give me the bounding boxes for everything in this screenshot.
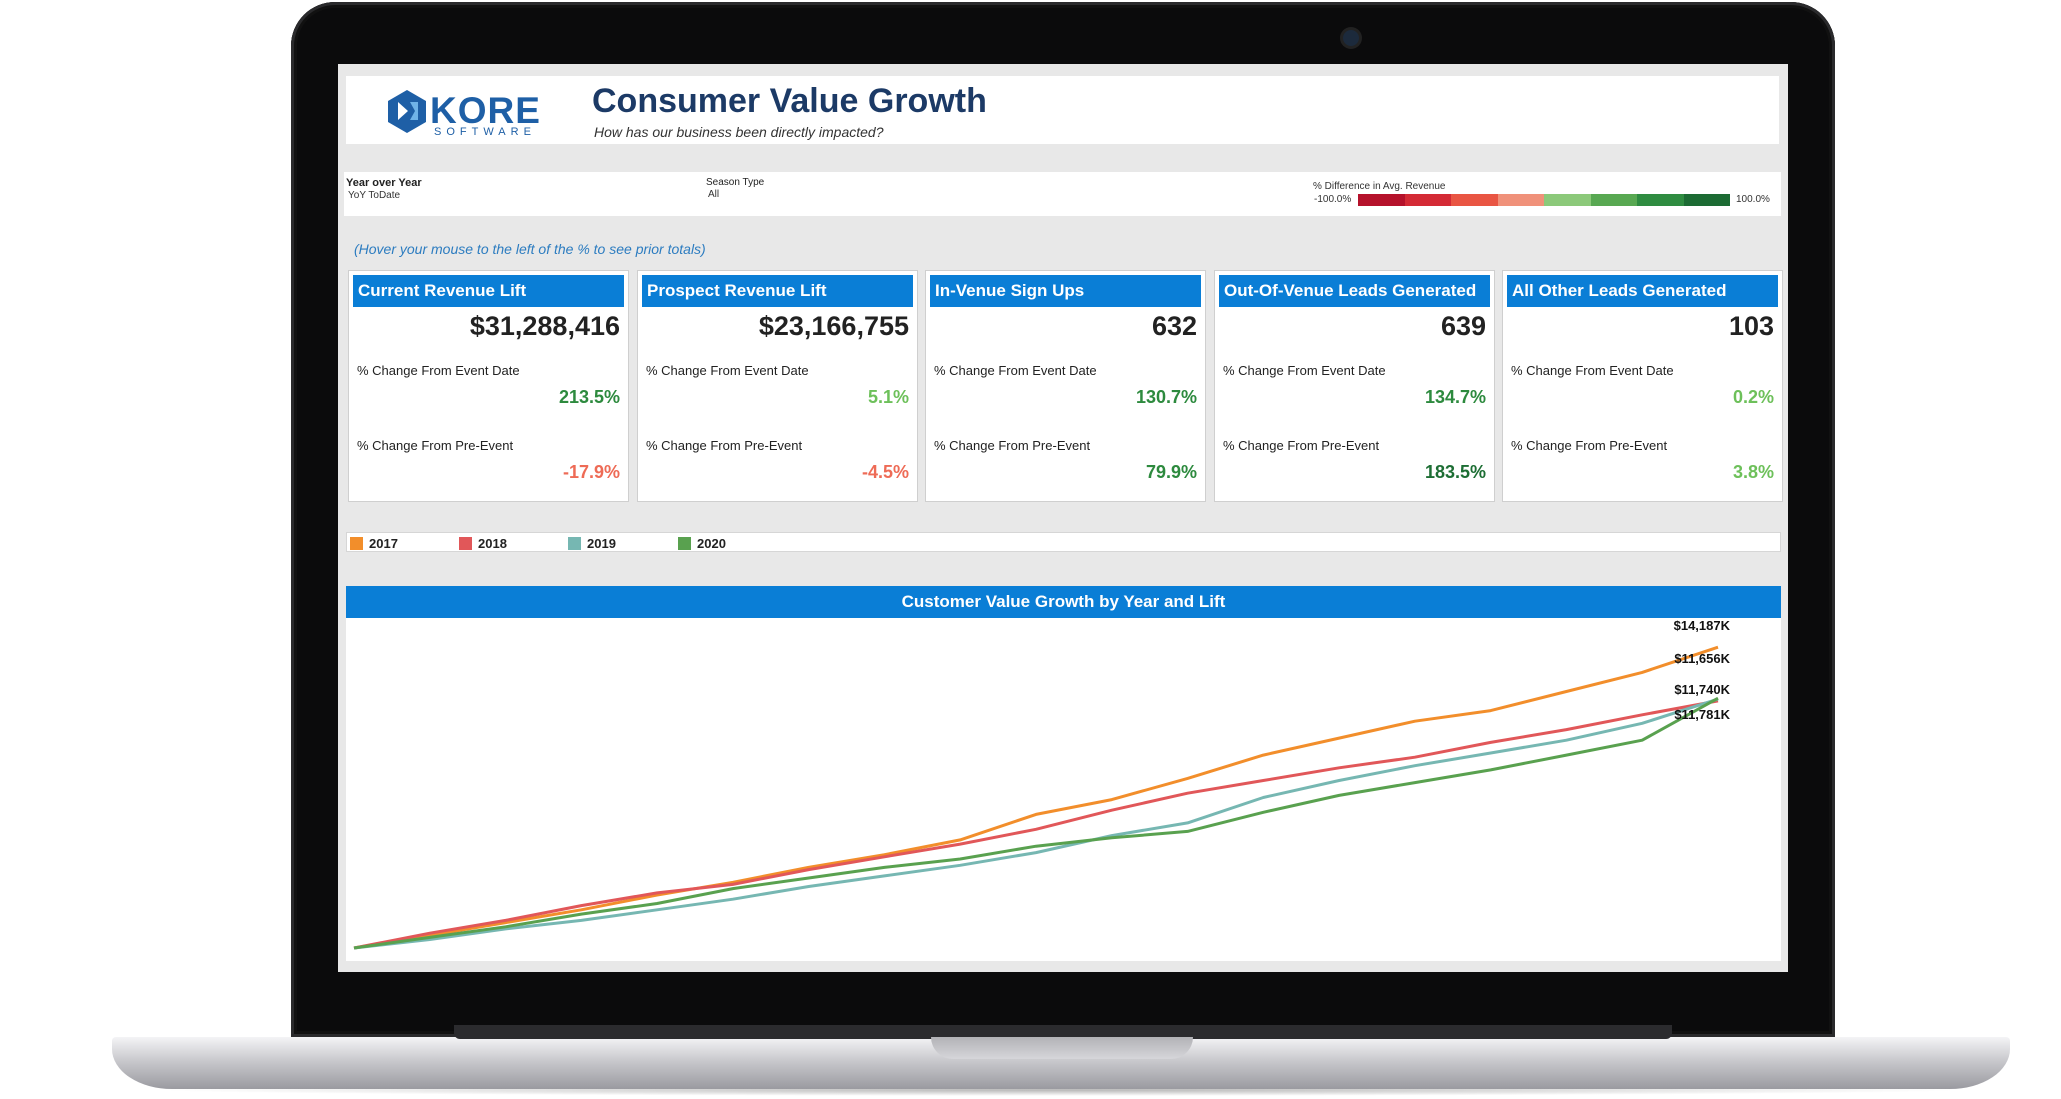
hover-hint: (Hover your mouse to the left of the % t… [354,241,706,257]
kpi-card[interactable]: Prospect Revenue Lift $23,166,755 % Chan… [637,270,918,502]
logo-subtext: SOFTWARE [434,126,536,138]
difference-color-scale [1358,194,1730,206]
filter-bar: Year over Year YoY ToDate Season Type Al… [344,172,1781,216]
laptop-notch [931,1037,1193,1059]
kpi-label-event-date: % Change From Event Date [357,363,520,378]
kpi-card[interactable]: Current Revenue Lift $31,288,416 % Chang… [348,270,629,502]
laptop-hinge [454,1025,1672,1039]
kpi-title: In-Venue Sign Ups [930,275,1201,307]
year-legend: 2017 2018 2019 2020 [346,532,1781,552]
kpi-pct-event-date[interactable]: 130.7% [1135,387,1197,407]
series-line-2018[interactable] [353,699,1719,950]
kpi-title: Out-Of-Venue Leads Generated [1219,275,1490,307]
legend-swatch [568,537,581,550]
legend-label: 2018 [478,536,507,551]
chart-title: Customer Value Growth by Year and Lift [346,586,1781,618]
kpi-label-event-date: % Change From Event Date [1511,363,1674,378]
kpi-title: Prospect Revenue Lift [642,275,913,307]
difference-scale-max: 100.0% [1736,194,1770,205]
kpi-pct-event-date[interactable]: 0.2% [1732,387,1774,407]
end-label-2018: $11,656K [1674,651,1730,666]
kpi-pct-event-date[interactable]: 213.5% [558,387,620,407]
kpi-pct-pre-event[interactable]: 3.8% [1732,462,1774,482]
legend-item-2020[interactable]: 2020 [678,536,726,551]
kore-logo-icon [388,90,426,133]
difference-legend-title: % Difference in Avg. Revenue [1313,181,1446,192]
end-label-2020: $11,781K [1674,707,1730,722]
scale-segment [1544,194,1591,206]
page-title: Consumer Value Growth [592,82,987,120]
kpi-title: Current Revenue Lift [353,275,624,307]
kpi-value: 103 [1728,311,1774,341]
growth-chart-plot[interactable]: $14,187K $11,656K $11,740K $11,781K [346,618,1781,961]
difference-scale-min: -100.0% [1314,194,1352,205]
kpi-value: 639 [1440,311,1486,341]
year-filter-label: Year over Year [346,177,422,189]
dashboard-header: KORE SOFTWARE Consumer Value Growth How … [346,76,1779,144]
season-filter-value[interactable]: All [708,189,720,200]
kpi-label-event-date: % Change From Event Date [646,363,809,378]
kpi-card[interactable]: All Other Leads Generated 103 % Change F… [1502,270,1783,502]
kpi-value: $31,288,416 [469,311,620,341]
series-line-2017[interactable] [353,645,1719,950]
legend-label: 2020 [697,536,726,551]
kpi-pct-pre-event[interactable]: 79.9% [1145,462,1197,482]
kpi-card[interactable]: In-Venue Sign Ups 632 % Change From Even… [925,270,1206,502]
legend-swatch [459,537,472,550]
logo-wordmark: KORE [430,90,541,131]
kpi-pct-pre-event[interactable]: 183.5% [1424,462,1486,482]
kpi-label-event-date: % Change From Event Date [1223,363,1386,378]
kpi-label-pre-event: % Change From Pre-Event [934,438,1091,453]
camera-icon [1343,30,1359,46]
legend-item-2018[interactable]: 2018 [459,536,507,551]
kpi-row: Current Revenue Lift $31,288,416 % Chang… [348,270,1783,502]
kpi-pct-pre-event[interactable]: -4.5% [861,462,909,482]
kpi-pct-event-date[interactable]: 134.7% [1424,387,1486,407]
scale-segment [1404,194,1451,206]
scale-segment [1683,194,1730,206]
growth-chart: Customer Value Growth by Year and Lift $… [346,586,1781,961]
kpi-label-pre-event: % Change From Pre-Event [357,438,514,453]
series-line-2020[interactable] [353,696,1719,950]
scale-segment [1590,194,1637,206]
kpi-pct-event-date[interactable]: 5.1% [867,387,909,407]
season-filter-label: Season Type [706,177,765,188]
scale-segment [1358,194,1405,206]
legend-label: 2019 [587,536,616,551]
kpi-label-event-date: % Change From Event Date [934,363,1097,378]
kpi-label-pre-event: % Change From Pre-Event [1511,438,1668,453]
legend-item-2017[interactable]: 2017 [350,536,398,551]
kpi-label-pre-event: % Change From Pre-Event [646,438,803,453]
kpi-label-pre-event: % Change From Pre-Event [1223,438,1380,453]
end-label-2019: $11,740K [1674,682,1730,697]
kpi-title: All Other Leads Generated [1507,275,1778,307]
scale-segment [1451,194,1498,206]
kpi-value: $23,166,755 [758,311,909,341]
dashboard-screen: KORE SOFTWARE Consumer Value Growth How … [338,64,1788,972]
legend-swatch [678,537,691,550]
series-line-2019[interactable] [353,697,1719,950]
scale-segment [1637,194,1684,206]
kpi-value: 632 [1151,311,1197,341]
kpi-card[interactable]: Out-Of-Venue Leads Generated 639 % Chang… [1214,270,1495,502]
scale-segment [1497,194,1544,206]
kore-logo: KORE SOFTWARE [384,86,540,138]
year-filter-value[interactable]: YoY ToDate [348,190,401,201]
kpi-pct-pre-event[interactable]: -17.9% [562,462,620,482]
legend-item-2019[interactable]: 2019 [568,536,616,551]
end-label-2017: $14,187K [1674,618,1731,633]
page-subtitle: How has our business been directly impac… [594,124,884,140]
legend-label: 2017 [369,536,398,551]
legend-swatch [350,537,363,550]
